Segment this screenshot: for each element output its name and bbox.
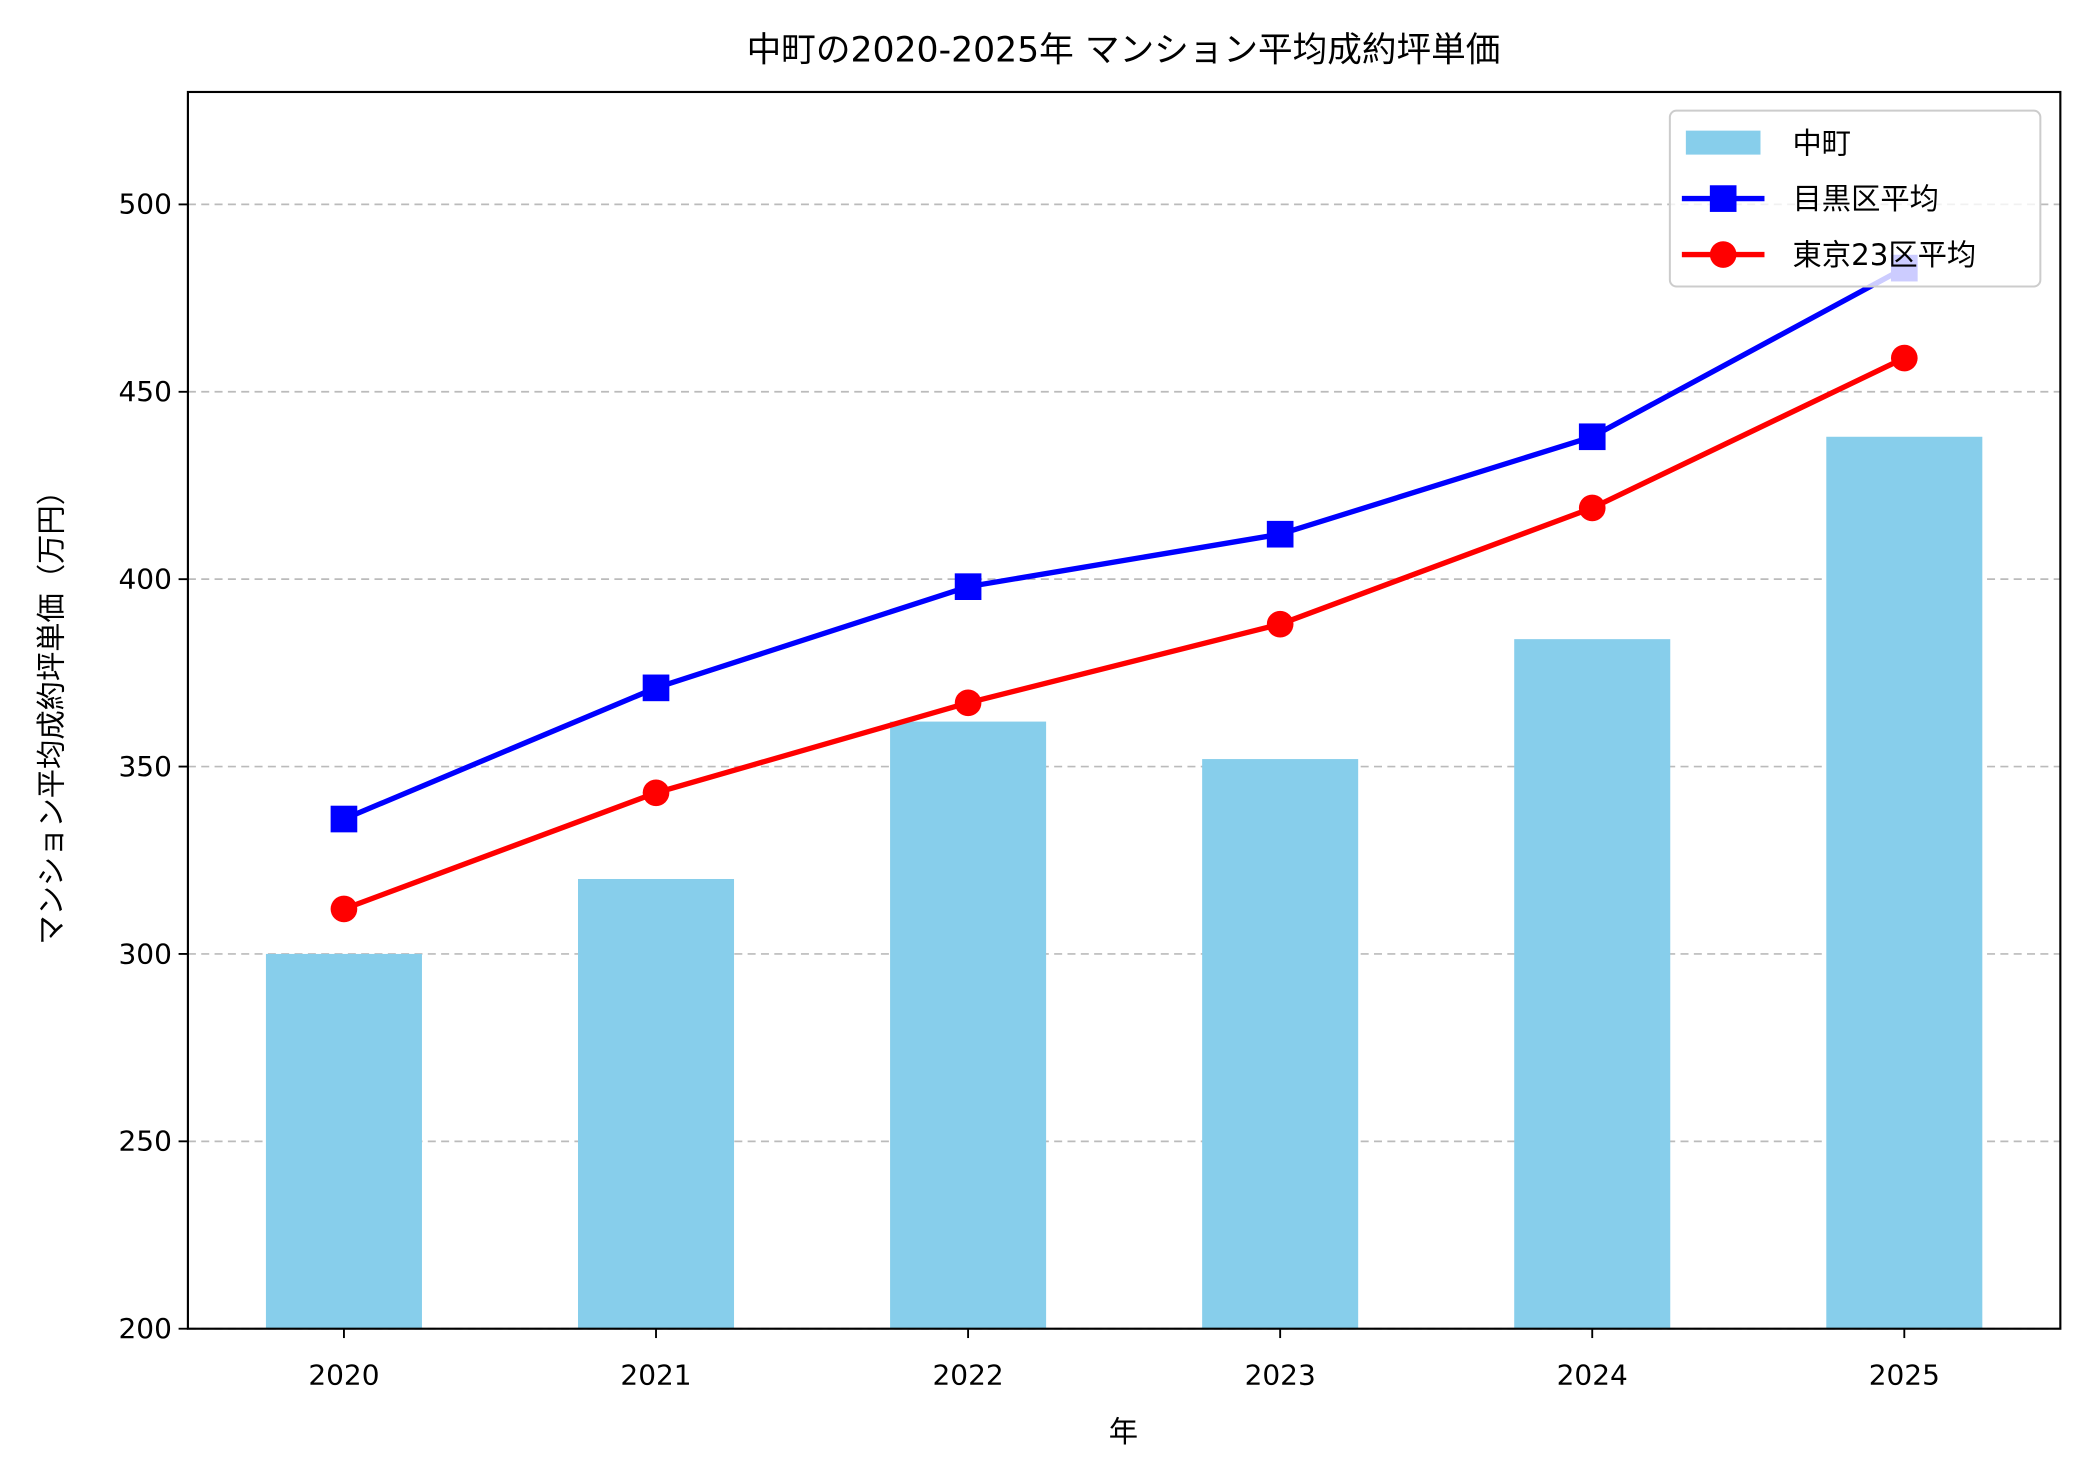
data-point — [954, 573, 982, 600]
data-point — [1890, 344, 1918, 372]
grid — [187, 203, 2061, 1330]
x-tick-label: 2024 — [1557, 1359, 1628, 1392]
x-axis-label: 年 — [1109, 1415, 1138, 1449]
data-point — [1266, 520, 1294, 548]
legend-marker — [1709, 241, 1737, 268]
data-point — [1578, 423, 1606, 451]
bars — [265, 436, 1983, 1329]
bar — [890, 721, 1047, 1329]
y-tick-label: 450 — [119, 375, 172, 408]
y-axis: 200 250 300 350 400 450 500 — [119, 188, 188, 1345]
legend-label: 東京23区平均 — [1792, 238, 1976, 272]
y-tick-label: 200 — [119, 1312, 172, 1345]
chart-title: 中町の2020-2025年 マンション平均成約坪単価 — [747, 30, 1501, 70]
bar — [577, 878, 735, 1329]
data-point — [330, 805, 358, 833]
y-tick-label: 500 — [119, 188, 172, 221]
data-point — [954, 689, 982, 717]
x-tick-label: 2023 — [1245, 1359, 1316, 1392]
bar — [1202, 759, 1359, 1329]
x-axis: 2020 2021 2022 2023 2024 2025 — [308, 1328, 1940, 1392]
legend-label: 中町 — [1792, 126, 1851, 160]
legend-label: 目黒区平均 — [1792, 182, 1938, 216]
x-tick-label: 2025 — [1869, 1359, 1940, 1392]
lines — [330, 254, 1918, 923]
plot-frame — [186, 90, 2062, 1330]
x-tick-label: 2022 — [932, 1359, 1003, 1392]
x-tick-label: 2020 — [308, 1359, 379, 1392]
x-tick-label: 2021 — [620, 1359, 691, 1392]
y-tick-label: 350 — [119, 750, 172, 783]
series-line — [342, 265, 1906, 822]
data-point — [1578, 494, 1606, 522]
data-point — [1266, 610, 1294, 638]
bar — [1826, 436, 1983, 1329]
data-point — [642, 779, 670, 807]
y-axis-label: マンション平均成約坪単価（万円） — [34, 476, 68, 945]
legend-marker — [1709, 185, 1737, 212]
legend-box — [1668, 109, 2042, 288]
bar — [1514, 639, 1671, 1329]
data-point — [642, 674, 670, 702]
y-tick-label: 300 — [119, 937, 172, 970]
data-point — [330, 895, 358, 923]
bar — [265, 953, 422, 1329]
y-tick-label: 400 — [119, 563, 172, 596]
legend-swatch — [1685, 130, 1761, 155]
series-line — [343, 355, 1906, 912]
y-tick-label: 250 — [119, 1125, 172, 1158]
